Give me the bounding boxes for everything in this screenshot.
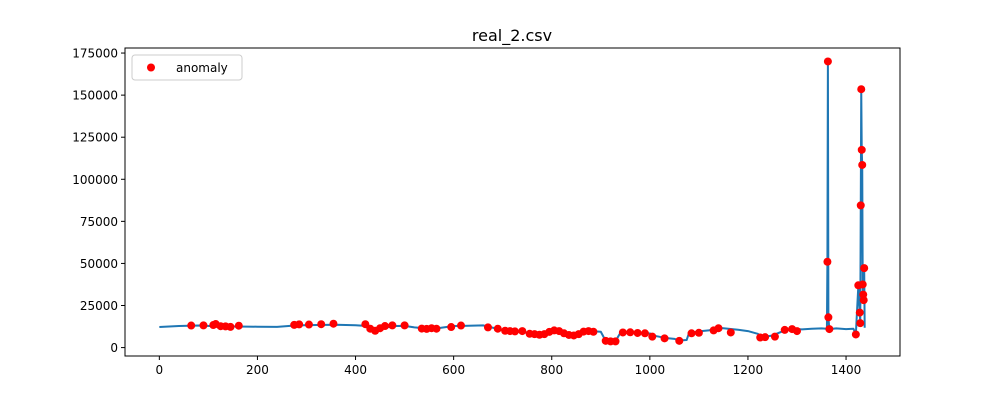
anomaly-point	[640, 329, 649, 338]
y-tick-label: 100000	[72, 173, 118, 187]
anomaly-point	[859, 296, 868, 305]
anomaly-point	[856, 201, 865, 210]
anomaly-point	[589, 327, 598, 336]
anomaly-point	[187, 321, 196, 330]
x-tick-label: 800	[540, 363, 563, 377]
anomaly-point	[660, 334, 669, 343]
anomaly-point	[694, 328, 703, 337]
anomaly-point	[457, 321, 465, 330]
x-tick-label: 600	[442, 363, 465, 377]
anomaly-point	[858, 280, 867, 289]
legend-label-anomaly: anomaly	[176, 61, 228, 75]
anomaly-point	[770, 332, 779, 341]
anomaly-point	[432, 324, 441, 333]
anomaly-point	[857, 85, 866, 94]
anomaly-point	[618, 328, 627, 337]
anomaly-point	[824, 313, 833, 322]
anomaly-point	[518, 327, 527, 336]
y-tick-label: 125000	[72, 131, 118, 145]
anomaly-point	[611, 337, 620, 346]
anomaly-point	[295, 320, 304, 329]
anomaly-point	[633, 328, 642, 337]
anomaly-point	[856, 319, 865, 328]
anomaly-point	[329, 319, 338, 328]
anomaly-point	[857, 145, 866, 154]
anomaly-point	[714, 324, 723, 333]
y-tick-label: 150000	[72, 89, 118, 103]
anomaly-point	[675, 336, 684, 345]
anomaly-point	[400, 321, 409, 330]
x-tick-label: 400	[344, 363, 367, 377]
x-tick-label: 1000	[635, 363, 666, 377]
anomaly-point	[780, 325, 789, 334]
anomaly-point	[648, 332, 657, 341]
y-tick-label: 25000	[80, 299, 118, 313]
anomaly-point	[858, 160, 867, 169]
chart-title: real_2.csv	[472, 26, 552, 46]
plot-area	[125, 48, 900, 356]
anomaly-point	[626, 328, 635, 337]
legend-box	[131, 54, 243, 81]
anomaly-point	[234, 321, 243, 330]
anomaly-point	[761, 333, 770, 342]
y-tick-label: 75000	[80, 215, 118, 229]
anomaly-point	[823, 57, 832, 66]
anomaly-point	[388, 321, 397, 330]
anomaly-point	[687, 329, 696, 338]
anomaly-point	[447, 323, 456, 332]
anomaly-point	[825, 325, 834, 334]
anomaly-point	[823, 257, 832, 266]
anomaly-point	[510, 327, 519, 336]
anomaly-point	[855, 308, 864, 317]
anomaly-point	[317, 320, 326, 329]
y-tick-label: 50000	[80, 257, 118, 271]
y-axis: 0 25000 50000 75000 100000 125000 150000 175000	[72, 47, 125, 355]
legend: anomaly	[131, 54, 243, 81]
anomaly-point	[199, 321, 208, 330]
y-tick-label: 175000	[72, 47, 118, 61]
anomaly-point	[493, 324, 502, 333]
anomaly-point	[726, 328, 735, 337]
x-axis: 0 200 400 600 800 1000 1200 1400	[156, 356, 862, 377]
anomaly-point	[380, 322, 389, 331]
anomaly-point	[860, 264, 869, 273]
series-layer	[159, 57, 869, 346]
anomaly-point	[792, 327, 801, 336]
legend-marker-anomaly	[147, 63, 155, 72]
anomaly-point	[304, 320, 313, 329]
x-tick-label: 1400	[831, 363, 862, 377]
anomaly-point	[483, 323, 492, 332]
anomaly-point	[851, 330, 860, 339]
x-tick-label: 200	[246, 363, 269, 377]
anomaly-point	[226, 322, 235, 331]
x-tick-label: 1200	[733, 363, 764, 377]
plot-frame	[124, 47, 901, 357]
x-tick-label: 0	[156, 363, 164, 377]
y-tick-label: 0	[110, 341, 118, 355]
